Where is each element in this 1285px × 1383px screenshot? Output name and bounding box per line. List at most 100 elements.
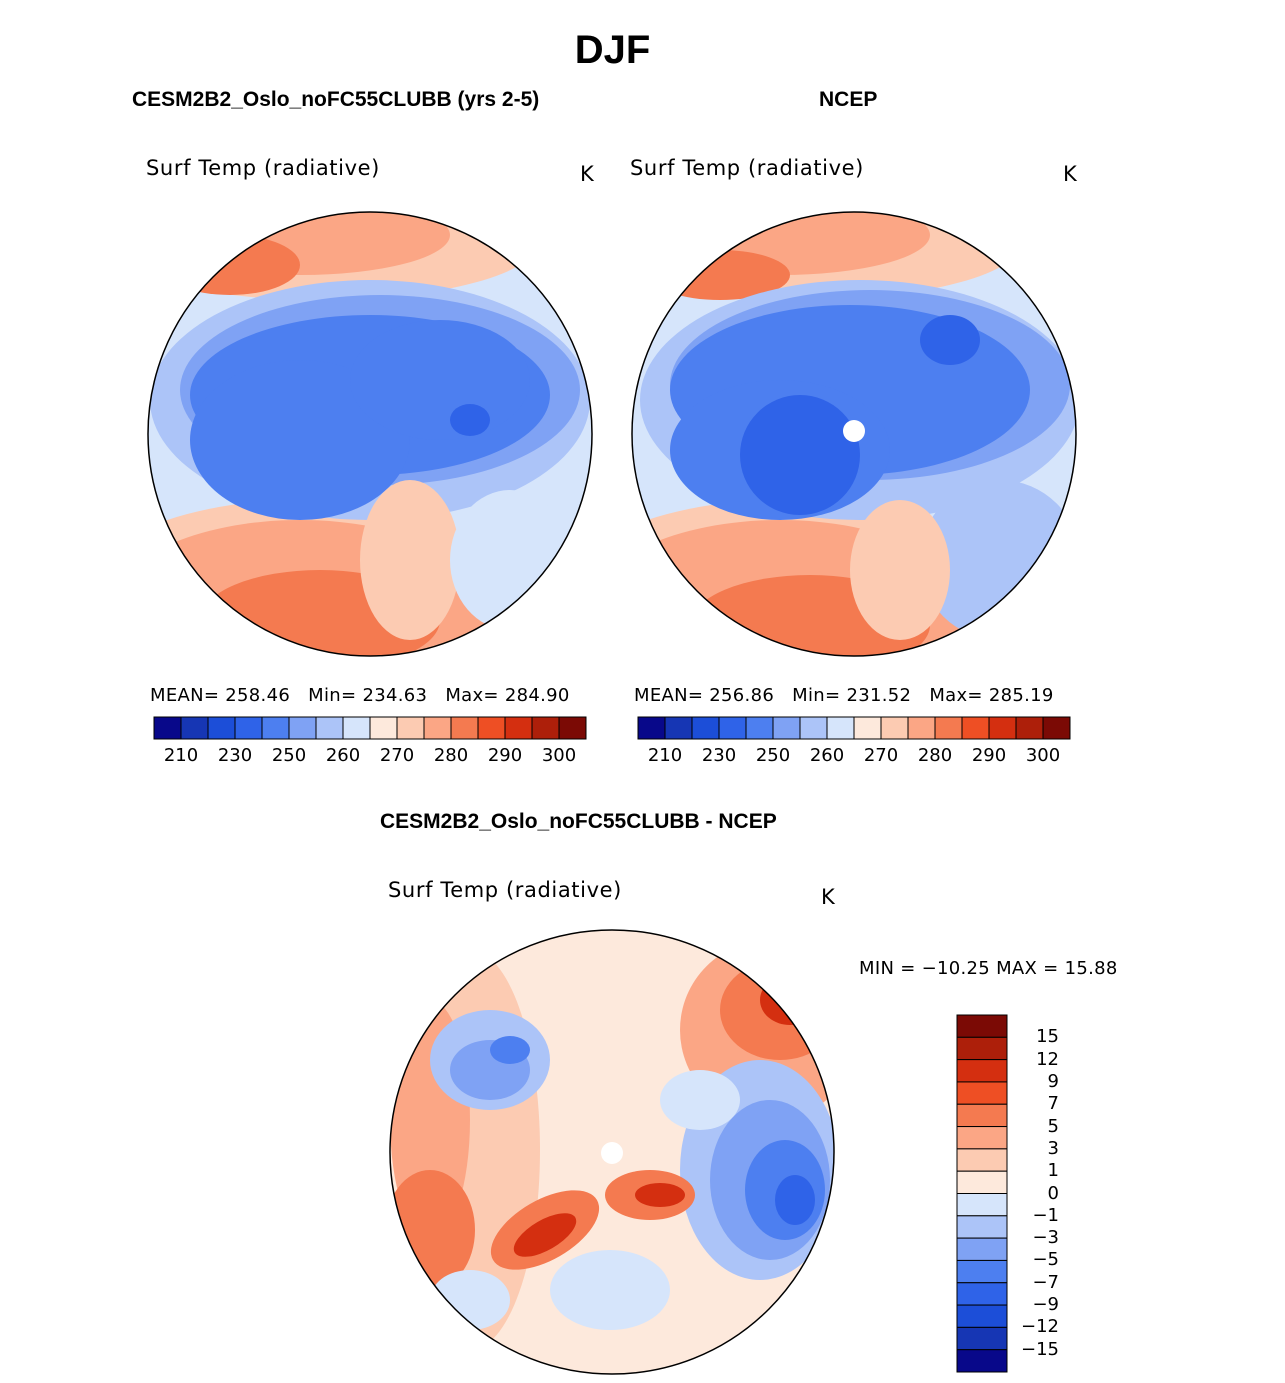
model-colorbar-swatch: [396, 716, 425, 740]
model-colorbar-swatch: [288, 716, 317, 740]
model-colorbar-swatch: [558, 716, 587, 740]
diff-variable-label: Surf Temp (radiative): [388, 878, 622, 902]
model-colorbar-swatch: [423, 716, 452, 740]
obs-colorbar-swatch: [907, 716, 936, 740]
model-stats: MEAN= 258.46 Min= 234.63 Max= 284.90: [150, 685, 570, 706]
diff-colorbar-swatch: [956, 1126, 1008, 1150]
obs-max-label: Max=: [929, 685, 983, 706]
obs-colorbar-swatch: [691, 716, 720, 740]
diff-colorbar-swatch: [956, 1349, 1008, 1373]
obs-colorbar-swatch: [1042, 716, 1071, 740]
season-title: DJF: [574, 28, 651, 72]
obs-mean-label: MEAN=: [634, 685, 704, 706]
obs-colorbar-swatch: [718, 716, 747, 740]
model-colorbar-tick: 260: [325, 745, 361, 766]
obs-colorbar-swatch: [1015, 716, 1044, 740]
obs-colorbar-tick: 230: [701, 745, 737, 766]
model-colorbar-tick: 290: [487, 745, 523, 766]
obs-colorbar-tick: 290: [971, 745, 1007, 766]
model-colorbar-swatch: [504, 716, 533, 740]
diff-colorbar-tick: 0: [1047, 1182, 1059, 1204]
obs-colorbar-swatch: [826, 716, 855, 740]
model-colorbar-tick: 270: [379, 745, 415, 766]
diff-colorbar-swatch: [956, 1148, 1008, 1172]
model-colorbar-swatch: [369, 716, 398, 740]
obs-colorbar-tick: 250: [755, 745, 791, 766]
diff-colorbar-tick: −1: [1032, 1204, 1059, 1226]
obs-colorbar-swatch: [745, 716, 774, 740]
diff-colorbar-tick: −12: [1021, 1316, 1059, 1338]
model-colorbar-swatch: [234, 716, 263, 740]
obs-max-value: 285.19: [988, 685, 1054, 706]
model-max-label: Max=: [445, 685, 499, 706]
model-units-label: K: [580, 162, 595, 186]
model-colorbar-swatch: [477, 716, 506, 740]
obs-variable-label: Surf Temp (radiative): [630, 156, 864, 180]
diff-minmax: MIN = −10.25 MAX = 15.88: [859, 958, 1118, 979]
diff-colorbar: [956, 1014, 1008, 1373]
diff-colorbar-swatch: [956, 1014, 1008, 1038]
diff-colorbar-swatch: [956, 1170, 1008, 1194]
model-colorbar-swatch: [531, 716, 560, 740]
diff-colorbar-tick: −3: [1032, 1227, 1059, 1249]
obs-colorbar-tick: 210: [647, 745, 683, 766]
obs-colorbar-tick: 270: [863, 745, 899, 766]
diff-pole-marker: [601, 1142, 623, 1164]
model-mean-value: 258.46: [225, 685, 291, 706]
obs-colorbar-swatch: [880, 716, 909, 740]
obs-colorbar-swatch: [853, 716, 882, 740]
obs-colorbar-tick: 300: [1025, 745, 1061, 766]
model-colorbar-swatch: [261, 716, 290, 740]
obs-mean-value: 256.86: [709, 685, 775, 706]
model-colorbar-swatch: [153, 716, 182, 740]
model-colorbar-tick: 210: [163, 745, 199, 766]
obs-colorbar: [637, 716, 1071, 740]
missing-data-pole: [843, 420, 865, 442]
diff-map: [390, 930, 834, 1374]
model-min-label: Min=: [308, 685, 357, 706]
diff-colorbar-swatch: [956, 1215, 1008, 1239]
obs-map: [632, 212, 1076, 656]
diff-colorbar-tick: −15: [1021, 1338, 1059, 1360]
diff-case-title: CESM2B2_Oslo_noFC55CLUBB - NCEP: [380, 810, 777, 833]
diff-colorbar-tick: −5: [1032, 1249, 1059, 1271]
diff-colorbar-swatch: [956, 1193, 1008, 1217]
diff-colorbar-tick: 7: [1047, 1093, 1059, 1115]
obs-case-title: NCEP: [819, 88, 878, 111]
model-max-value: 284.90: [504, 685, 570, 706]
model-min-value: 234.63: [362, 685, 428, 706]
obs-units-label: K: [1063, 162, 1078, 186]
obs-colorbar-swatch: [799, 716, 828, 740]
diff-colorbar-tick: 15: [1036, 1026, 1059, 1048]
model-colorbar-tick: 300: [541, 745, 577, 766]
diff-units-label: K: [821, 885, 836, 909]
diff-colorbar-tick: 9: [1047, 1070, 1059, 1092]
diff-colorbar-swatch: [956, 1259, 1008, 1284]
diff-colorbar-tick: −9: [1032, 1294, 1059, 1316]
diff-colorbar-swatch: [956, 1304, 1008, 1328]
diff-colorbar-swatch: [956, 1326, 1008, 1351]
obs-colorbar-swatch: [988, 716, 1017, 740]
diff-colorbar-tick: 1: [1047, 1160, 1059, 1182]
model-colorbar-swatch: [207, 716, 236, 740]
model-colorbar-tick: 280: [433, 745, 469, 766]
model-case-title: CESM2B2_Oslo_noFC55CLUBB (yrs 2-5): [132, 88, 540, 111]
obs-colorbar-swatch: [637, 716, 666, 740]
diff-colorbar-swatch: [956, 1282, 1008, 1306]
diff-colorbar-swatch: [956, 1036, 1008, 1061]
diff-colorbar-swatch: [956, 1103, 1008, 1128]
obs-colorbar-swatch: [934, 716, 963, 740]
obs-min-value: 231.52: [846, 685, 912, 706]
diff-colorbar-swatch: [956, 1237, 1008, 1261]
model-colorbar-swatch: [342, 716, 371, 740]
obs-min-label: Min=: [792, 685, 841, 706]
diff-colorbar-tick: 12: [1036, 1048, 1059, 1070]
model-variable-label: Surf Temp (radiative): [146, 156, 380, 180]
model-colorbar-tick: 250: [271, 745, 307, 766]
obs-colorbar-tick: 260: [809, 745, 845, 766]
model-colorbar-swatch: [180, 716, 209, 740]
model-mean-label: MEAN=: [150, 685, 220, 706]
model-colorbar: [153, 716, 587, 740]
obs-colorbar-swatch: [772, 716, 801, 740]
